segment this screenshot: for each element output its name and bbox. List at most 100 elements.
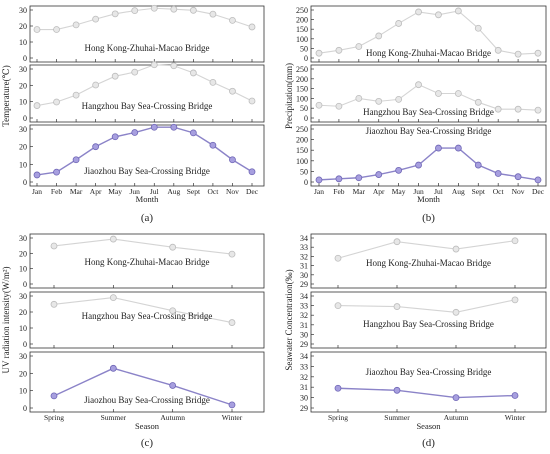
data-point [189,129,197,137]
y-tick-label: 29 [300,340,308,349]
panel-letter: (d) [422,437,435,449]
y-tick-label: 30 [300,394,308,403]
data-point [511,237,519,245]
x-tick-label: Apr [90,187,102,196]
subplot-frame [29,64,265,123]
data-point [248,168,256,176]
x-tick-label: Oct [493,187,505,196]
data-point [355,43,363,50]
x-tick-label: Summer [101,413,127,422]
data-point [334,384,342,392]
y-tick-label: 10 [19,98,27,107]
data-point [415,161,422,169]
data-point [150,4,158,12]
data-point [435,11,442,19]
data-point [228,319,236,326]
data-point [511,392,519,399]
subplot-frame [310,291,547,349]
x-tick-label: May [108,187,122,196]
panel-letter: (b) [422,212,435,224]
data-point [415,81,422,89]
x-tick-label: Sept [187,187,201,196]
y-tick-label: 50 [300,44,308,53]
data-point [375,32,383,40]
data-point [72,156,80,164]
subplot-annotation: Hangzhou Bay Sea-Crossing Bridge [363,319,494,329]
subplot-frame [29,233,265,289]
data-point [209,10,217,18]
data-point [111,10,119,18]
subplot-frame [310,351,547,413]
data-point [169,382,177,389]
x-tick-label: Oct [207,187,219,196]
x-tick-label: Jul [150,187,159,196]
data-point [228,250,236,258]
subplot-annotation: Hangzhou Bay Sea-Crossing Bridge [82,101,213,111]
subplot-annotation: Jiaozhou Bay Sea-Crossing Bridge [84,395,210,405]
y-axis-label: Precipitation(mm) [284,63,294,129]
data-point [170,123,178,131]
subplot-annotation: Hangzhou Bay Sea-Crossing Bridge [82,311,213,321]
data-point [514,50,522,58]
x-tick-label: Apr [373,187,385,196]
data-point [335,102,343,110]
y-tick-label: 0 [23,340,27,349]
data-point [355,174,363,182]
data-point [150,61,158,69]
y-tick-label: 30 [300,271,308,280]
y-tick-label: 10 [19,387,27,396]
y-tick-label: 0 [23,114,27,123]
x-tick-label: Aug [167,187,180,196]
data-point [335,46,343,54]
data-point [452,394,460,402]
data-point [494,170,502,177]
y-tick-label: 29 [300,280,308,289]
data-point [53,26,60,33]
data-point [169,243,177,251]
y-tick-label: 20 [19,308,27,317]
y-tick-label: 30 [300,330,308,339]
y-tick-label: 10 [19,160,27,169]
y-tick-label: 150 [296,85,308,94]
y-tick-label: 20 [19,22,27,31]
x-axis-label: Season [416,421,441,431]
y-tick-label: 33 [300,302,308,311]
y-tick-label: 20 [19,143,27,152]
subplot-frame [29,5,265,63]
data-point [534,49,542,57]
x-tick-label: Autumn [444,413,469,422]
y-tick-label: 10 [19,265,27,274]
data-point [474,161,482,169]
data-point [228,401,236,409]
y-axis-label: Seawater Concentration(‰) [284,269,294,370]
data-point [334,302,342,310]
y-tick-label: 100 [296,35,308,44]
data-point [334,254,342,262]
data-point [315,49,323,57]
data-point [209,78,217,86]
y-tick-label: 150 [296,25,308,34]
data-point [229,156,236,164]
x-tick-label: Jan [314,187,324,196]
y-tick-label: 10 [19,324,27,333]
x-tick-label: Nov [512,187,525,196]
subplot-annotation: Hangzhou Bay Sea-Crossing Bridge [363,107,494,117]
y-tick-label: 20 [19,249,27,258]
x-tick-label: Mar [353,187,366,196]
x-tick-label: Summer [384,413,410,422]
y-tick-label: 100 [296,94,308,103]
data-point [72,91,80,99]
y-tick-label: 0 [23,178,27,187]
data-point [375,97,383,105]
data-point [92,143,100,151]
data-point [474,98,482,106]
data-point [534,176,542,184]
y-tick-label: 200 [296,75,308,84]
data-point [92,15,100,23]
x-axis-label: Month [136,194,159,204]
y-tick-label: 250 [296,6,308,15]
data-point [169,307,177,315]
y-tick-label: 250 [296,125,308,134]
data-point [395,166,403,174]
panel-letter: (c) [141,437,154,449]
